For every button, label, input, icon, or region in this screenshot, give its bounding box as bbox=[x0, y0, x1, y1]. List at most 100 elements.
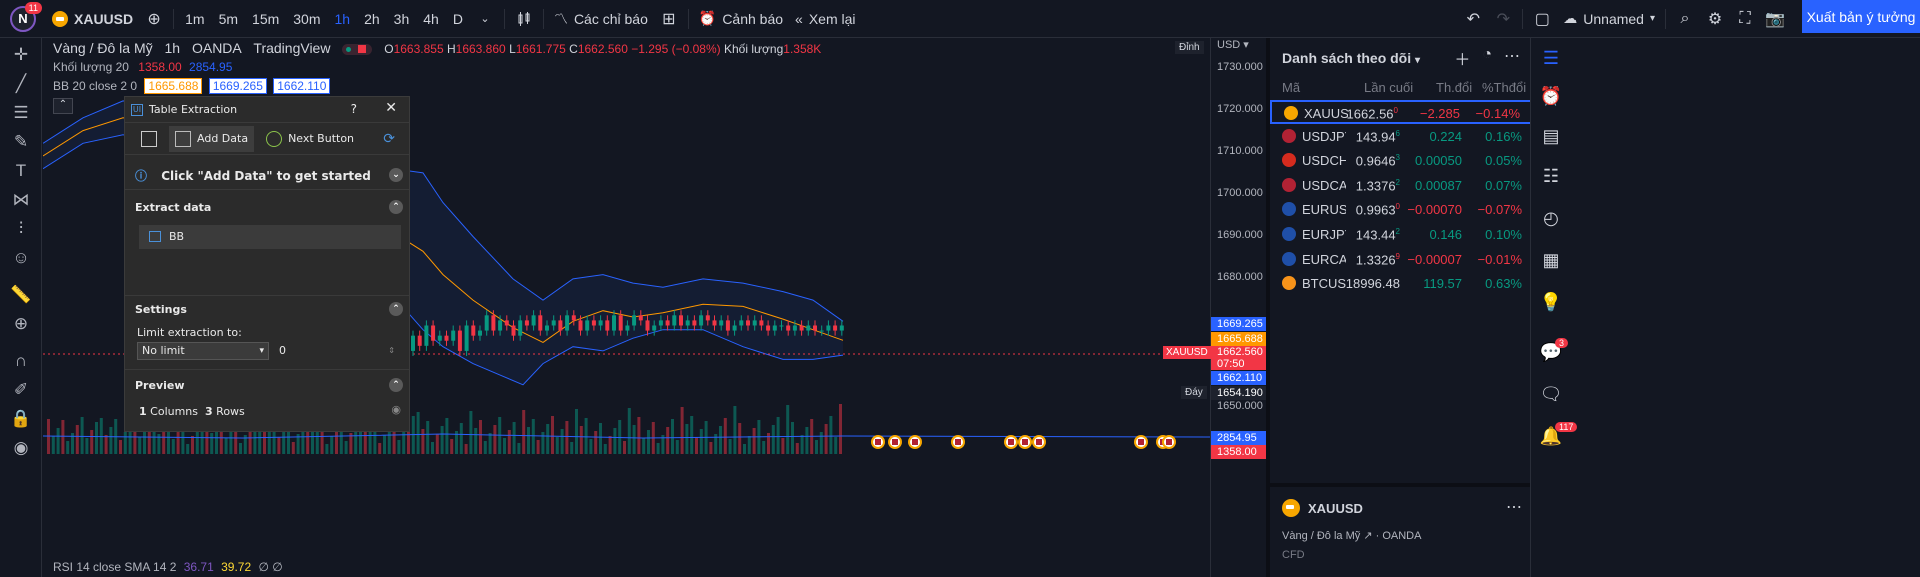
zoom-in-icon[interactable]: ⊕ bbox=[13, 313, 29, 333]
forecast-icon[interactable]: ⫶ bbox=[18, 218, 24, 238]
price-tick: 1710.000 bbox=[1217, 145, 1263, 157]
advanced-view-icon[interactable]: ◔ bbox=[1482, 46, 1492, 63]
ideas-lightbulb-icon[interactable]: 💡 bbox=[1539, 291, 1563, 312]
alerts-button[interactable]: ⏰ Cảnh báo bbox=[698, 10, 784, 27]
limit-select[interactable]: No limit ▾ bbox=[137, 342, 269, 360]
layout-square-icon[interactable]: ▢ bbox=[1534, 10, 1550, 28]
hotlist-icon[interactable]: ◴ bbox=[1543, 207, 1559, 228]
notifications-icon[interactable]: 🔔 117 bbox=[1531, 418, 1578, 454]
volume-bar bbox=[493, 425, 497, 454]
alarm-clock-icon[interactable]: ⏰ bbox=[1539, 85, 1563, 106]
timeframe-1h[interactable]: 1h bbox=[334, 10, 351, 27]
candles-icon[interactable] bbox=[509, 4, 539, 34]
add-symbol-icon[interactable]: ＋ bbox=[1454, 52, 1471, 69]
pattern-icon[interactable]: ⋈ bbox=[12, 189, 30, 209]
publish-idea-button[interactable]: Xuất bản ý tưởng bbox=[1802, 0, 1920, 33]
chevron-up-icon[interactable]: ⌃ bbox=[389, 200, 403, 214]
watchlist-row[interactable]: USDCAD 1.33762 0.00087 0.07% bbox=[1270, 174, 1534, 198]
watchlist-row[interactable]: USDCHF 0.96463 0.00050 0.05% bbox=[1270, 149, 1534, 173]
emoji-icon[interactable]: ☺ bbox=[12, 247, 30, 267]
symbol-search-button[interactable]: XAUUSD bbox=[46, 0, 139, 38]
more-icon[interactable]: ⋯ bbox=[1504, 48, 1520, 65]
col-last[interactable]: Lần cuối bbox=[1364, 80, 1414, 95]
timeframe-15m[interactable]: 15m bbox=[252, 10, 280, 27]
col-change-pct[interactable]: %Thđổi bbox=[1482, 80, 1527, 95]
undo-icon[interactable]: ↶ bbox=[1466, 10, 1480, 28]
watchlist-row[interactable]: BTCUSD18996.48 119.57 0.63% bbox=[1270, 272, 1534, 296]
volume-bar bbox=[123, 432, 127, 454]
fullscreen-icon[interactable]: ⛶ bbox=[1739, 9, 1751, 27]
watchlist-row[interactable]: EURCAD 1.33269 −0.00007 −0.01% bbox=[1270, 248, 1534, 272]
redo-icon[interactable]: ↷ bbox=[1496, 10, 1510, 28]
timeframe-3h[interactable]: 3h bbox=[393, 10, 410, 27]
watchlist-row[interactable]: USDJPY 143.946 0.224 0.16% bbox=[1270, 125, 1534, 149]
volume-bar bbox=[781, 438, 785, 454]
detail-symbol[interactable]: XAUUSD bbox=[1282, 499, 1363, 517]
magnet-icon[interactable]: ∩ bbox=[14, 350, 28, 370]
lock-icon[interactable]: 🔒 bbox=[10, 408, 32, 428]
timeframe-1m[interactable]: 1m bbox=[185, 10, 205, 27]
close-button[interactable]: ✕ bbox=[385, 100, 397, 116]
layout-name-button[interactable]: ☁ Unnamed ▾ bbox=[1563, 10, 1655, 27]
eye-icon[interactable]: ◉ bbox=[13, 437, 29, 457]
col-change[interactable]: Th.đổi bbox=[1436, 80, 1473, 95]
refresh-icon[interactable]: ⟳ bbox=[383, 130, 395, 147]
eye-icon[interactable]: ◉ bbox=[391, 403, 401, 416]
news-icon[interactable]: ▤ bbox=[1542, 125, 1560, 146]
divider bbox=[173, 8, 175, 29]
watchlist-row[interactable]: EURUSD 0.99630 −0.00070 −0.07% bbox=[1270, 198, 1534, 222]
crosshair-icon[interactable]: ✛ bbox=[13, 44, 29, 64]
candle-body bbox=[799, 325, 804, 331]
currency-label[interactable]: USD ▾ bbox=[1217, 39, 1249, 51]
ruler-icon[interactable]: 📏 bbox=[10, 284, 32, 304]
chevron-down-icon[interactable]: ⌄ bbox=[389, 168, 403, 182]
brush-icon[interactable]: ✎ bbox=[13, 131, 29, 151]
text-icon[interactable]: T bbox=[15, 160, 27, 180]
chevron-up-icon[interactable]: ⌃ bbox=[389, 378, 403, 392]
legend-toggle[interactable] bbox=[342, 43, 373, 55]
volume-bar bbox=[536, 440, 540, 454]
chevron-up-icon[interactable]: ⌃ bbox=[389, 302, 403, 316]
limit-number-input[interactable]: 0 ⇕ bbox=[275, 342, 401, 360]
chart-legend: Vàng / Đô la Mỹ 1h OANDA TradingView O16… bbox=[53, 40, 821, 56]
limit-label: Limit extraction to: bbox=[137, 326, 242, 339]
trend-line-icon[interactable]: ╱ bbox=[15, 73, 27, 93]
search-icon[interactable]: ⌕ bbox=[1680, 9, 1690, 27]
collapse-legend-button[interactable]: ⌃ bbox=[53, 98, 73, 114]
volume-bar bbox=[474, 428, 478, 454]
data-window-icon[interactable]: ☷ bbox=[1542, 165, 1560, 186]
watchlist-row[interactable]: EURJPY 143.442 0.146 0.10% bbox=[1270, 223, 1534, 247]
messages-icon[interactable]: 🗨 bbox=[1539, 383, 1563, 404]
templates-grid-icon[interactable]: ⊞ bbox=[662, 10, 676, 28]
timeframe-4h[interactable]: 4h bbox=[423, 10, 439, 27]
extract-item-bb[interactable]: BB bbox=[139, 225, 401, 249]
col-symbol[interactable]: Mã bbox=[1282, 80, 1301, 95]
candle-body bbox=[699, 315, 704, 326]
save-button[interactable] bbox=[135, 126, 163, 152]
info-banner: ⓘ Click "Add Data" to get started ⌄ bbox=[125, 167, 409, 184]
horizontal-lines-icon[interactable]: ☰ bbox=[13, 102, 29, 122]
timeframe-30m[interactable]: 30m bbox=[293, 10, 321, 27]
watchlist-icon[interactable]: ☰ bbox=[1542, 47, 1560, 68]
indicators-button[interactable]: 〽 Các chỉ báo bbox=[553, 10, 648, 27]
help-button[interactable]: ? bbox=[350, 102, 357, 116]
more-icon[interactable]: ⋯ bbox=[1506, 499, 1522, 516]
replay-button[interactable]: « Xem lại bbox=[795, 10, 856, 27]
volume-bar bbox=[709, 442, 713, 454]
timeframe-D[interactable]: D bbox=[452, 10, 463, 27]
next-button-button[interactable]: Next Button bbox=[260, 126, 360, 152]
user-avatar[interactable]: N 11 bbox=[10, 1, 42, 32]
timeframe-5m[interactable]: 5m bbox=[218, 10, 239, 27]
calendar-icon[interactable]: ▦ bbox=[1542, 249, 1560, 270]
timeframe-2h[interactable]: 2h bbox=[364, 10, 380, 27]
watchlist-title[interactable]: Danh sách theo dõi ▾ bbox=[1282, 50, 1421, 66]
chat-icon[interactable]: 💬 3 bbox=[1531, 334, 1571, 370]
price-scale[interactable]: USD ▾ Đỉnh 1730.000 1720.000 1710.000 17… bbox=[1163, 38, 1267, 577]
compare-add-icon[interactable]: ⊕ bbox=[147, 10, 161, 28]
gear-icon[interactable]: ⚙ bbox=[1707, 10, 1723, 28]
camera-icon[interactable]: 📷 bbox=[1765, 10, 1785, 28]
chevron-down-icon[interactable]: ⌄ bbox=[480, 13, 490, 25]
lock-drawing-icon[interactable]: ✐ bbox=[13, 379, 29, 399]
add-data-button[interactable]: Add Data bbox=[169, 125, 255, 152]
